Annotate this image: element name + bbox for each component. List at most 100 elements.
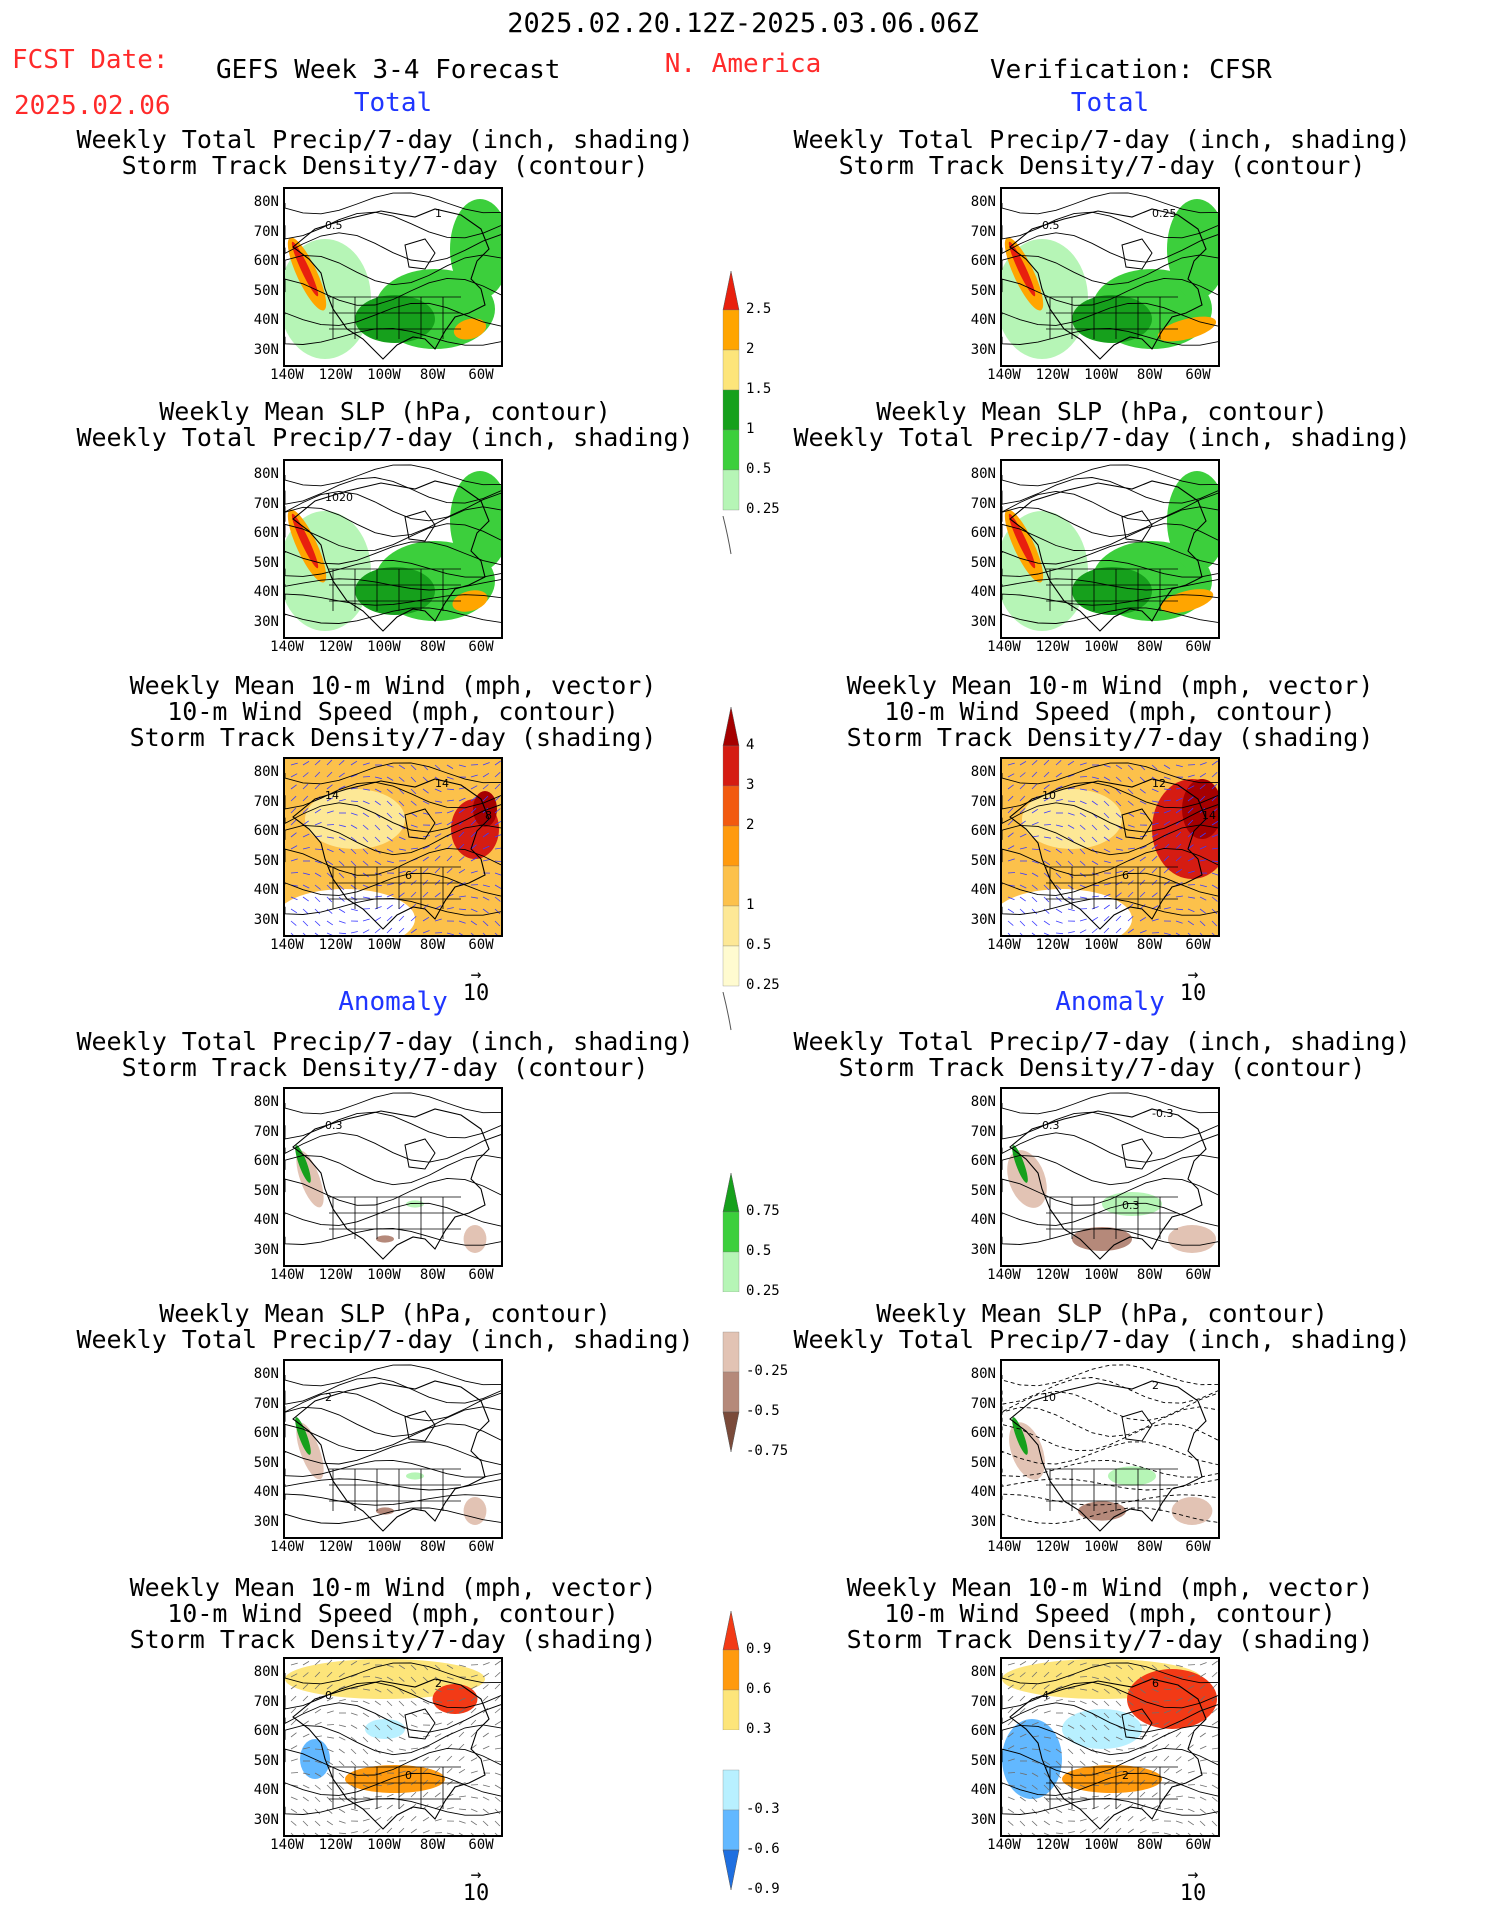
lon-tick-label: 140W [987,367,1021,383]
vector-reference: → 10 [461,1866,491,1905]
lon-tick-label: 80W [419,367,446,383]
contour-label: 0 [405,1769,412,1782]
lat-tick-label: 30N [253,1241,279,1258]
contour-lines [1002,1092,1218,1246]
p7-title: Weekly Total Precip/7-day (inch, shading… [76,1027,694,1082]
map-p1: 0.5 1 [283,187,503,367]
lat-tick-label: 80N [253,764,279,780]
lat-tick-label: 70N [253,223,279,240]
lon-tick-label: 140W [270,937,304,953]
lon-tick-label: 140W [270,1267,304,1283]
lat-tick-label: 60N [253,1425,279,1441]
map-p8: 0.3 -0.3 0.3 [1000,1087,1220,1267]
contour-lines [1002,464,1218,624]
map-canvas: 0.5 0.25 [1002,192,1218,360]
contour-lines [285,1092,501,1246]
colorbar-tail [722,992,732,1031]
vector-reference: → 10 [1178,966,1208,1005]
section-total-left: Total [353,88,433,118]
lat-tick-label: 50N [970,1454,996,1471]
lat-tick-label: 40N [253,584,279,600]
colorbar-label: 2 [746,341,755,357]
lat-tick-label: 60N [970,1425,996,1441]
lat-tick-label: 70N [970,495,996,512]
lat-tick-label: 60N [970,1723,996,1739]
coastline [292,480,490,632]
lon-tick-label: 120W [1035,1539,1070,1555]
lat-tick-label: 40N [970,1484,996,1500]
lon-tick-label: 140W [987,937,1021,953]
contour-lines [1002,762,1218,916]
lat-tick-label: 80N [253,1094,279,1110]
storm-anomaly [365,1719,405,1739]
p4-title: Weekly Mean SLP (hPa, contour) Weekly Tot… [793,397,1411,452]
map-p9: 2 [283,1359,503,1539]
lon-tick-label: 100W [1084,1837,1118,1853]
hudson-bay [404,1138,436,1170]
lat-tick-label: 30N [970,613,996,630]
colorbar-label: 3 [746,777,755,793]
anomaly-wet [1108,1466,1156,1486]
date-range: 2025.02.20.12Z-2025.03.06.06Z [507,8,979,39]
map-p5: 14 14 6 8 [283,757,503,937]
lon-tick-label: 140W [270,1539,304,1555]
colorbar-label: -0.75 [746,1443,789,1459]
hudson-bay [404,808,436,840]
coastline [1009,1380,1207,1532]
state-borders [329,1766,461,1809]
precip-area [355,295,435,343]
lon-tick-label: 100W [1084,367,1118,383]
map-canvas: 4 6 2 [1002,1659,1218,1835]
lat-tick-label: 40N [970,584,996,600]
lon-tick-label: 100W [1084,639,1118,655]
contour-label: 8 [485,809,492,822]
colorbar-swatch [722,905,740,947]
contour-label: 2 [1152,1379,1159,1392]
colorbar-swatch [722,1411,740,1453]
lat-tick-label: 30N [970,341,996,358]
contour-lines [285,192,501,346]
hudson-bay [404,238,436,270]
contour-label: 14 [325,789,339,802]
contour-label: 4 [1042,1689,1049,1702]
hudson-bay [1121,808,1153,840]
lat-tick-label: 80N [253,1366,279,1382]
colorbar-swatch [722,1689,740,1731]
lat-tick-label: 70N [253,495,279,512]
vector-reference: → 10 [1178,1866,1208,1905]
lon-tick-label: 100W [1084,937,1118,953]
lon-tick-label: 120W [318,367,353,383]
colorbar-swatch [722,1649,740,1691]
lon-tick-label: 100W [367,639,401,655]
colorbar-storm-anom [722,1610,740,1896]
colorbar-label: 4 [746,737,755,753]
lon-tick-label: 60W [468,937,494,953]
lon-tick-label: 120W [318,937,353,953]
contour-label: 0.25 [1152,207,1177,220]
precip-heavy [453,318,487,340]
lon-tick-label: 80W [419,1837,446,1853]
contour-lines [285,1662,501,1816]
colorbar-precip-total [722,270,740,556]
p8-title: Weekly Total Precip/7-day (inch, shading… [793,1027,1411,1082]
map-canvas: 1020 [285,464,501,632]
state-borders [1046,1468,1178,1511]
lon-tick-label: 100W [367,367,401,383]
precip-heavy [1008,241,1036,297]
colorbar-swatch [722,309,740,351]
contour-label: 10 [1042,1391,1056,1404]
lon-tick-label: 100W [1084,1539,1118,1555]
lon-tick-label: 100W [367,1539,401,1555]
colorbar-label: 1 [746,421,755,437]
anomaly-wet [295,1417,311,1455]
map-p12: 4 6 2 [1000,1657,1220,1837]
colorbar-swatch [722,1251,740,1293]
lat-tick-label: 30N [970,1811,996,1828]
colorbar-label: -0.6 [746,1841,780,1857]
anomaly-dry [1171,1497,1213,1525]
lon-tick-label: 120W [318,1267,353,1283]
contour-label: 6 [1152,1677,1159,1690]
lat-tick-label: 70N [970,793,996,810]
colorbar-label: 0.25 [746,1283,780,1299]
contour-lines [1002,1364,1218,1524]
